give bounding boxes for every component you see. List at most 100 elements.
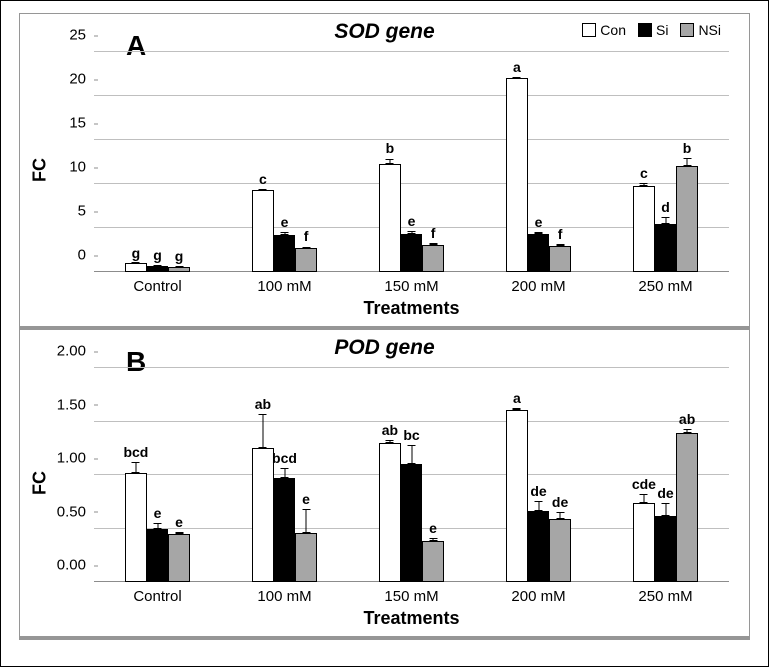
bar-group: 150 mMbef <box>348 52 475 272</box>
x-tick-label: Control <box>133 582 181 605</box>
significance-label: ab <box>255 396 271 412</box>
significance-label: bcd <box>272 450 297 466</box>
significance-label: e <box>429 520 437 536</box>
x-tick-label: 150 mM <box>384 582 438 605</box>
bar <box>274 478 296 582</box>
x-tick-label: 250 mM <box>638 582 692 605</box>
bar <box>655 224 677 272</box>
error-bar <box>411 445 412 464</box>
significance-label: g <box>153 247 162 263</box>
error-bar <box>179 532 180 534</box>
error-bar <box>433 243 434 245</box>
bar <box>168 534 190 582</box>
bar <box>676 433 698 582</box>
legend-label: Si <box>656 22 668 38</box>
x-axis-title: Treatments <box>363 608 459 629</box>
significance-label: g <box>175 248 184 264</box>
bar-group: 250 mMcdb <box>602 52 729 272</box>
y-tick-label: 15 <box>69 115 94 132</box>
bar <box>125 473 147 582</box>
plot-area: 0510152025Controlggg100 mMcef150 mMbef20… <box>94 52 729 272</box>
error-bar <box>284 468 285 479</box>
y-tick-label: 20 <box>69 71 94 88</box>
bar <box>676 166 698 272</box>
significance-label: f <box>304 228 309 244</box>
error-bar <box>411 231 412 235</box>
y-tick-label: 1.00 <box>57 450 94 467</box>
legend: ConSiNSi <box>582 22 721 38</box>
bar <box>633 503 655 582</box>
x-tick-label: 200 mM <box>511 272 565 295</box>
bar <box>295 248 317 272</box>
bar-group: 200 mMaef <box>475 52 602 272</box>
x-tick-label: 200 mM <box>511 582 565 605</box>
ylabel-b: FC <box>30 471 51 495</box>
legend-swatch <box>680 23 694 37</box>
error-bar <box>643 494 644 503</box>
significance-label: e <box>154 505 162 521</box>
significance-label: f <box>431 225 436 241</box>
error-bar <box>687 158 688 166</box>
error-bar <box>389 159 390 164</box>
significance-label: e <box>175 514 183 530</box>
legend-item: Con <box>582 22 626 38</box>
significance-label: g <box>132 245 141 261</box>
error-bar <box>516 77 517 79</box>
bar <box>147 529 169 583</box>
error-bar <box>306 247 307 249</box>
error-bar <box>433 538 434 541</box>
figure: SOD geneAConSiNSi0510152025Controlggg100… <box>0 0 769 667</box>
bar-group: 250 mMcdedeab <box>602 368 729 582</box>
y-tick-label: 25 <box>69 27 94 44</box>
bar <box>549 519 571 582</box>
bar <box>295 533 317 582</box>
panel-title: POD gene <box>334 336 434 360</box>
error-bar <box>687 429 688 433</box>
bar <box>549 246 571 272</box>
y-tick-label: 1.50 <box>57 396 94 413</box>
x-tick-label: 100 mM <box>257 272 311 295</box>
error-bar <box>665 503 666 516</box>
panel-b: POD geneB0.000.501.001.502.00Controlbcde… <box>19 330 750 640</box>
bar-group: 100 mMcef <box>221 52 348 272</box>
error-bar <box>262 414 263 448</box>
significance-label: e <box>535 214 543 230</box>
bar <box>528 511 550 582</box>
significance-label: ab <box>382 422 398 438</box>
plot-area: 0.000.501.001.502.00Controlbcdee100 mMab… <box>94 368 729 582</box>
panel-title: SOD gene <box>334 20 434 44</box>
bar <box>252 190 274 272</box>
significance-label: d <box>661 199 670 215</box>
bar <box>147 266 169 272</box>
x-tick-label: 150 mM <box>384 272 438 295</box>
legend-label: Con <box>600 22 626 38</box>
significance-label: f <box>558 226 563 242</box>
bar-group: Controlggg <box>94 52 221 272</box>
significance-label: a <box>513 390 521 406</box>
error-bar <box>157 523 158 528</box>
x-tick-label: 250 mM <box>638 272 692 295</box>
error-bar <box>560 244 561 246</box>
significance-label: b <box>386 140 395 156</box>
bar-group: Controlbcdee <box>94 368 221 582</box>
significance-label: b <box>683 140 692 156</box>
significance-label: cde <box>632 476 656 492</box>
bar <box>252 448 274 582</box>
bar <box>633 186 655 272</box>
significance-label: e <box>408 213 416 229</box>
bar <box>506 410 528 582</box>
significance-label: bcd <box>123 444 148 460</box>
significance-label: bc <box>403 427 419 443</box>
y-tick-label: 2.00 <box>57 343 94 360</box>
legend-swatch <box>638 23 652 37</box>
y-tick-label: 10 <box>69 159 94 176</box>
bar <box>506 78 528 272</box>
bar <box>401 234 423 272</box>
error-bar <box>284 232 285 235</box>
bar <box>125 263 147 272</box>
error-bar <box>262 189 263 190</box>
bar <box>655 516 677 582</box>
error-bar <box>389 440 390 443</box>
bar <box>422 541 444 582</box>
error-bar <box>538 232 539 234</box>
